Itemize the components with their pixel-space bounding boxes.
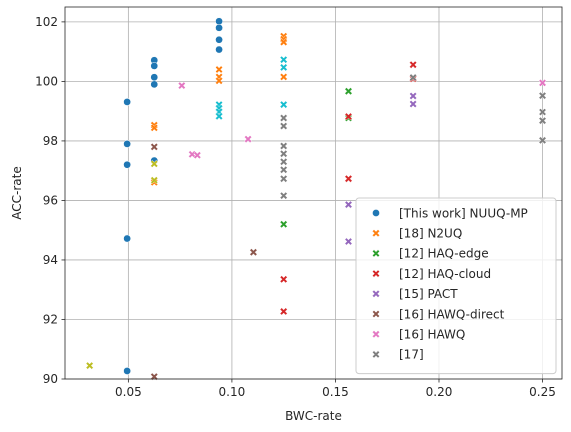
data-point xyxy=(215,76,223,85)
series-1 xyxy=(150,32,288,187)
data-point xyxy=(538,116,547,125)
data-point xyxy=(409,100,417,108)
data-point xyxy=(344,112,353,121)
data-point xyxy=(279,307,288,316)
data-point xyxy=(85,361,94,370)
data-point xyxy=(344,87,353,96)
y-tick-label: 96 xyxy=(43,194,58,208)
y-tick-label: 90 xyxy=(43,372,58,386)
y-axis-label: ACC-rate xyxy=(10,166,24,219)
y-tick-label: 102 xyxy=(35,15,58,29)
data-point xyxy=(279,275,288,284)
data-point xyxy=(279,114,288,122)
legend-label: [16] HAWQ xyxy=(399,328,465,342)
legend-marker xyxy=(372,229,380,238)
series-0 xyxy=(123,17,223,375)
data-point xyxy=(150,159,159,168)
data-point xyxy=(279,174,288,183)
data-point xyxy=(215,23,223,32)
data-point xyxy=(538,108,547,116)
legend-marker xyxy=(372,310,380,318)
x-tick-label: 0.05 xyxy=(115,385,142,399)
data-point xyxy=(150,62,159,70)
data-point xyxy=(344,174,353,183)
x-axis-label: BWC-rate xyxy=(285,409,342,423)
data-point xyxy=(193,151,202,160)
series-6 xyxy=(177,79,547,160)
y-tick-label: 98 xyxy=(43,134,58,148)
data-point xyxy=(538,91,547,100)
plot-frame xyxy=(64,6,563,380)
series-9 xyxy=(215,55,288,121)
data-points xyxy=(85,17,547,381)
legend-marker xyxy=(372,350,380,359)
data-point xyxy=(279,142,288,150)
x-tick-label: 0.20 xyxy=(426,385,453,399)
data-point xyxy=(279,73,288,81)
x-tick-label: 0.25 xyxy=(529,385,556,399)
legend-marker xyxy=(372,330,380,339)
legend: [This work] NUUQ-MP [18] N2UQ [12] HAQ-edg… xyxy=(355,197,557,375)
data-point xyxy=(279,38,288,46)
series-7 xyxy=(279,73,547,200)
data-point xyxy=(279,191,288,200)
legend-marker xyxy=(372,209,380,217)
data-point xyxy=(150,176,159,185)
x-tick-label: 0.15 xyxy=(322,385,349,399)
data-point xyxy=(409,73,417,82)
legend-label: [12] HAQ-edge xyxy=(399,247,489,261)
data-point xyxy=(279,55,288,64)
data-point xyxy=(123,367,131,375)
legend-label: [17] xyxy=(399,348,424,362)
data-point xyxy=(279,157,288,166)
data-point xyxy=(150,80,159,89)
data-point xyxy=(279,100,288,109)
data-point xyxy=(215,112,223,121)
data-point xyxy=(150,142,159,151)
data-point xyxy=(279,220,288,229)
series-8 xyxy=(85,159,159,370)
data-point xyxy=(409,60,417,69)
data-point xyxy=(344,237,353,246)
y-tick-label: 92 xyxy=(43,313,58,327)
axis-ticks: 0.05 0.10 0.15 0.20 0.25 90 92 94 96 98 100 102 xyxy=(35,15,556,399)
data-point xyxy=(244,135,252,144)
data-point xyxy=(123,160,131,169)
legend-label: [18] N2UQ xyxy=(399,227,462,241)
data-point xyxy=(538,136,547,145)
series-4 xyxy=(344,92,417,246)
data-point xyxy=(177,81,186,90)
legend-label: [15] PACT xyxy=(399,287,458,301)
series-3 xyxy=(279,60,417,316)
data-point xyxy=(249,248,258,257)
legend-marker xyxy=(372,269,380,278)
legend-marker xyxy=(372,249,380,258)
y-tick-label: 94 xyxy=(43,253,58,267)
data-point xyxy=(215,17,223,26)
data-point xyxy=(123,98,131,106)
legend-box xyxy=(355,197,557,375)
data-point xyxy=(150,123,159,132)
data-point xyxy=(279,149,288,158)
data-point xyxy=(538,79,547,87)
x-tick-label: 0.10 xyxy=(219,385,246,399)
data-point xyxy=(123,234,131,243)
data-point xyxy=(279,63,288,72)
data-point xyxy=(123,140,131,148)
legend-marker xyxy=(372,289,380,298)
data-point xyxy=(279,165,288,174)
data-point xyxy=(215,45,223,54)
gridlines xyxy=(65,7,562,380)
legend-label: [This work] NUUQ-MP xyxy=(399,206,528,220)
data-point xyxy=(215,65,223,74)
data-point xyxy=(279,122,288,130)
data-point xyxy=(215,35,223,44)
data-point xyxy=(409,92,417,100)
data-point xyxy=(150,73,159,82)
y-tick-label: 100 xyxy=(35,75,58,89)
data-point xyxy=(344,200,353,209)
legend-label: [12] HAQ-cloud xyxy=(399,267,491,281)
legend-label: [16] HAWQ-direct xyxy=(399,307,505,321)
